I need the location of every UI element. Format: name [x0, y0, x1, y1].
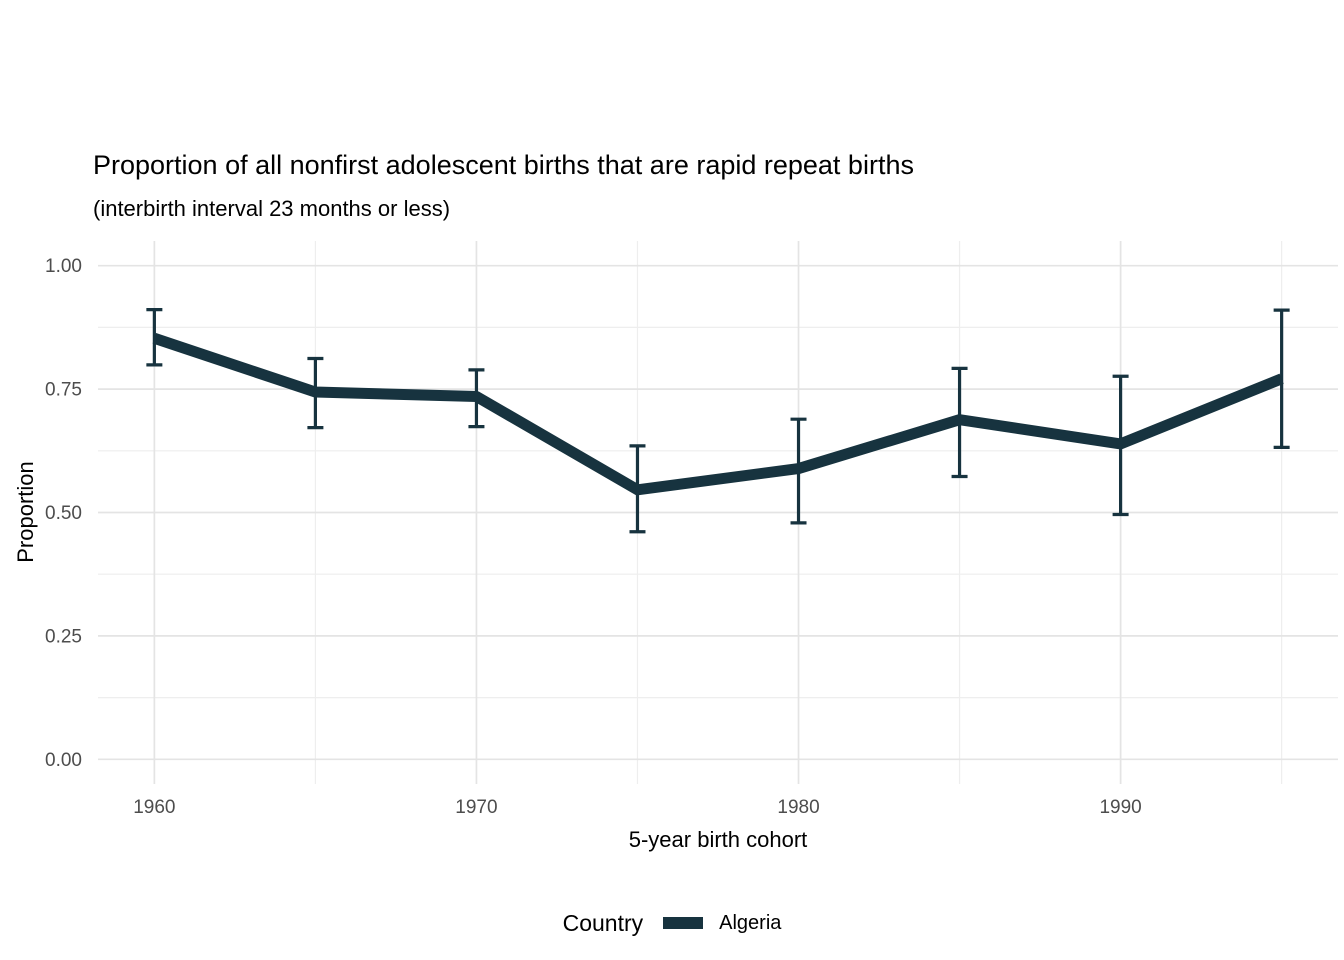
- legend-entry-label: Algeria: [719, 911, 782, 934]
- x-tick-label: 1960: [133, 797, 175, 818]
- chart-title: Proportion of all nonfirst adolescent bi…: [93, 150, 914, 180]
- y-axis-title: Proportion: [13, 461, 38, 563]
- legend: Country Algeria: [0, 903, 1344, 943]
- y-tick-label: 1.00: [45, 256, 82, 277]
- x-tick-label: 1980: [777, 797, 819, 818]
- legend-title: Country: [562, 909, 644, 936]
- x-tick-labels: 1960 1970 1980 1990: [133, 797, 1142, 818]
- legend-key-swatch: [663, 917, 704, 929]
- y-tick-label: 0.25: [45, 626, 82, 647]
- series: [152, 333, 1284, 496]
- y-tick-label: 0.75: [45, 380, 82, 401]
- error-bar: [146, 308, 163, 367]
- x-tick-label: 1970: [455, 797, 497, 818]
- y-tick-label: 0.00: [45, 750, 82, 771]
- x-tick-label: 1990: [1099, 797, 1141, 818]
- y-tick-labels: 0.00 0.25 0.50 0.75 1.00: [45, 256, 82, 771]
- y-tick-label: 0.50: [45, 503, 82, 524]
- gridlines-major: [98, 241, 1338, 784]
- chart-subtitle: (interbirth interval 23 months or less): [93, 196, 451, 221]
- error-bars: [146, 308, 1290, 534]
- series-line-algeria: [152, 333, 1284, 496]
- x-axis-title: 5-year birth cohort: [628, 827, 808, 852]
